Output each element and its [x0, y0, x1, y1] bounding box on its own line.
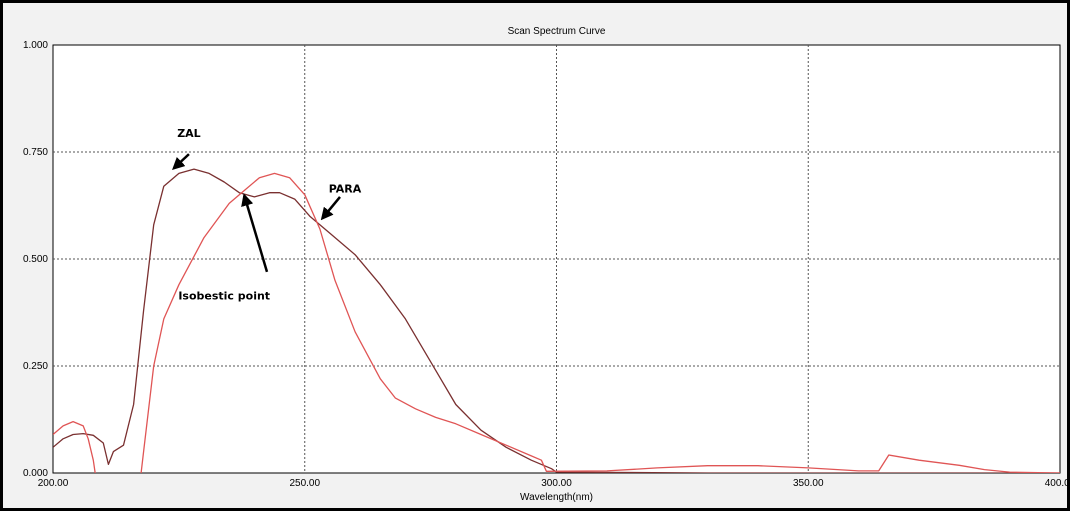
x-tick-label: 350.00	[793, 478, 824, 489]
y-tick-label: 1.000	[23, 40, 48, 51]
y-tick-label: 0.000	[23, 468, 48, 479]
annotation-label: PARA	[329, 183, 362, 196]
x-tick-label: 300.00	[541, 478, 572, 489]
x-tick-label: 400.00	[1045, 478, 1070, 489]
annotation-arrow	[320, 196, 341, 221]
series-line-para	[53, 172, 1060, 473]
y-tick-label: 0.750	[23, 147, 48, 158]
annotation-label: ZAL	[177, 127, 201, 140]
x-tick-label: 250.00	[289, 478, 320, 489]
x-tick-label: 200.00	[38, 478, 69, 489]
y-tick-label: 0.250	[23, 361, 48, 372]
annotation-arrow	[172, 153, 190, 170]
y-tick-label: 0.500	[23, 254, 48, 265]
annotation-label: Isobestic point	[178, 290, 270, 303]
tick-labels: 200.00 250.00 300.00 350.00 400.00 1.000 0.750…	[23, 40, 1070, 489]
annotation-arrow	[241, 193, 269, 273]
annotations-group: ZAL PARA Isobestic point	[172, 127, 362, 303]
grid-lines	[53, 45, 1060, 473]
x-axis-label: Wavelength(nm)	[520, 492, 593, 503]
chart-title: Scan Spectrum Curve	[508, 26, 606, 37]
